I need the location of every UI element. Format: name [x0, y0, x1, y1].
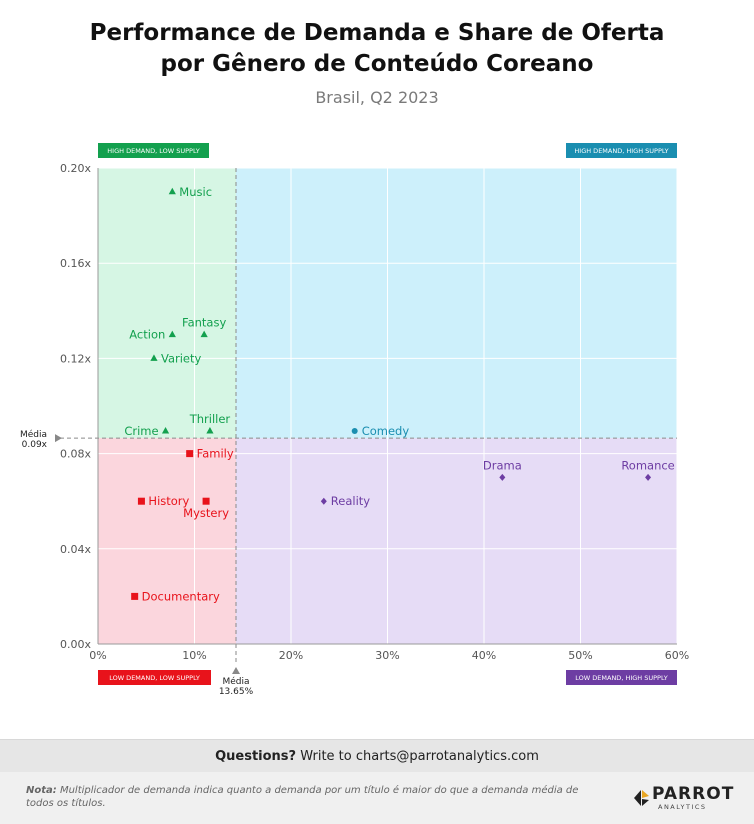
quadrant-bg-bottom-left [98, 438, 236, 644]
point-label-thriller: Thriller [189, 412, 231, 426]
y-tick-label: 0.20x [60, 162, 91, 175]
chart-title-line-2: por Gênero de Conteúdo Coreano [160, 51, 594, 77]
y-tick-label: 0.04x [60, 543, 91, 556]
quadrant-label-bottom-left-text: LOW DEMAND, LOW SUPPLY [109, 674, 200, 682]
quadrant-bg-top-left [98, 168, 236, 439]
point-documentary [131, 592, 139, 600]
avg-y-label: Média [20, 429, 47, 440]
y-tick-label: 0.08x [60, 448, 91, 461]
point-label-comedy: Comedy [362, 424, 410, 438]
quadrant-labels: HIGH DEMAND, LOW SUPPLY HIGH DEMAND, HIGH… [98, 143, 677, 685]
chart-subtitle: Brasil, Q2 2023 [315, 88, 439, 107]
questions-bar: Questions? Write to charts@parrotanalyti… [0, 739, 754, 773]
axes: 0% 10% 20% 30% 40% 50% 60% 0.00x 0.04x 0.08x 0.12x… [60, 162, 689, 662]
quadrant-bg-bottom-right [235, 438, 677, 644]
questions-text[interactable]: Write to charts@parrotanalytics.com [296, 749, 539, 764]
x-tick-label: 30% [375, 649, 399, 662]
point-mystery [202, 497, 210, 505]
point-romance [645, 473, 652, 481]
avg-y-marker [55, 434, 62, 443]
point-reality [320, 497, 327, 505]
point-label-crime: Crime [124, 424, 158, 438]
avg-x-marker [231, 667, 240, 674]
point-label-action: Action [129, 328, 165, 342]
point-action [168, 330, 176, 338]
quadrant-label-top-right-text: HIGH DEMAND, HIGH SUPPLY [574, 147, 668, 155]
parrot-analytics-logo: PARROT ANALYTICS [634, 784, 744, 814]
y-tick-label: 0.16x [60, 257, 91, 270]
point-label-reality: Reality [331, 494, 370, 508]
x-tick-label: 20% [279, 649, 303, 662]
point-label-documentary: Documentary [142, 589, 220, 603]
quadrant-label-bottom-right-box [566, 670, 677, 685]
x-tick-label: 10% [182, 649, 206, 662]
point-drama [499, 473, 506, 481]
footer: Nota: Multiplicador de demanda indica qu… [0, 772, 754, 824]
quadrant-backgrounds [98, 168, 677, 644]
chart-title: Performance de Demanda e Share de Oferta… [0, 18, 754, 80]
point-music [168, 187, 176, 195]
quadrant-label-bottom-left-box [98, 670, 211, 685]
avg-x-label: Média [222, 676, 249, 687]
footnote: Nota: Multiplicador de demanda indica qu… [26, 784, 586, 810]
point-fantasy [200, 330, 208, 338]
point-label-music: Music [179, 185, 212, 199]
quadrant-label-top-right-box [566, 143, 677, 158]
logo-subtitle: ANALYTICS [658, 803, 707, 811]
chart-title-line-1: Performance de Demanda e Share de Oferta [89, 20, 665, 46]
point-family [186, 450, 194, 458]
point-label-history: History [148, 494, 189, 508]
parrot-logo-icon [634, 790, 649, 806]
point-crime [161, 426, 170, 434]
footnote-text: Multiplicador de demanda indica quanto a… [26, 785, 579, 809]
y-tick-label: 0.00x [60, 638, 91, 651]
point-comedy [351, 427, 358, 434]
quadrant-label-top-left-text: HIGH DEMAND, LOW SUPPLY [107, 147, 199, 155]
point-label-mystery: Mystery [183, 506, 229, 520]
avg-x-label: 13.65% [219, 687, 254, 697]
logo-wordmark: PARROT [652, 784, 735, 804]
x-tick-label: 50% [568, 649, 592, 662]
quadrant-bg-top-right [235, 168, 677, 439]
quadrant-label-bottom-right-text: LOW DEMAND, HIGH SUPPLY [575, 674, 667, 682]
point-label-variety: Variety [161, 351, 202, 365]
point-history [137, 497, 145, 505]
quadrant-label-top-left-box [98, 143, 209, 158]
x-tick-label: 60% [665, 649, 689, 662]
point-label-family: Family [197, 447, 234, 461]
avg-y-label: 0.09x [22, 440, 48, 450]
questions-prefix: Questions? [215, 749, 297, 764]
point-variety [150, 354, 158, 361]
x-tick-label: 40% [472, 649, 496, 662]
footnote-label: Nota: [26, 785, 57, 796]
point-label-fantasy: Fantasy [182, 316, 226, 330]
point-thriller [206, 426, 214, 434]
x-tick-label: 0% [89, 649, 106, 662]
point-label-romance: Romance [621, 458, 674, 472]
data-points: Music Fantasy Action Variety Crime Thriller Co… [124, 185, 674, 604]
point-label-drama: Drama [483, 458, 522, 472]
y-tick-label: 0.12x [60, 352, 91, 365]
